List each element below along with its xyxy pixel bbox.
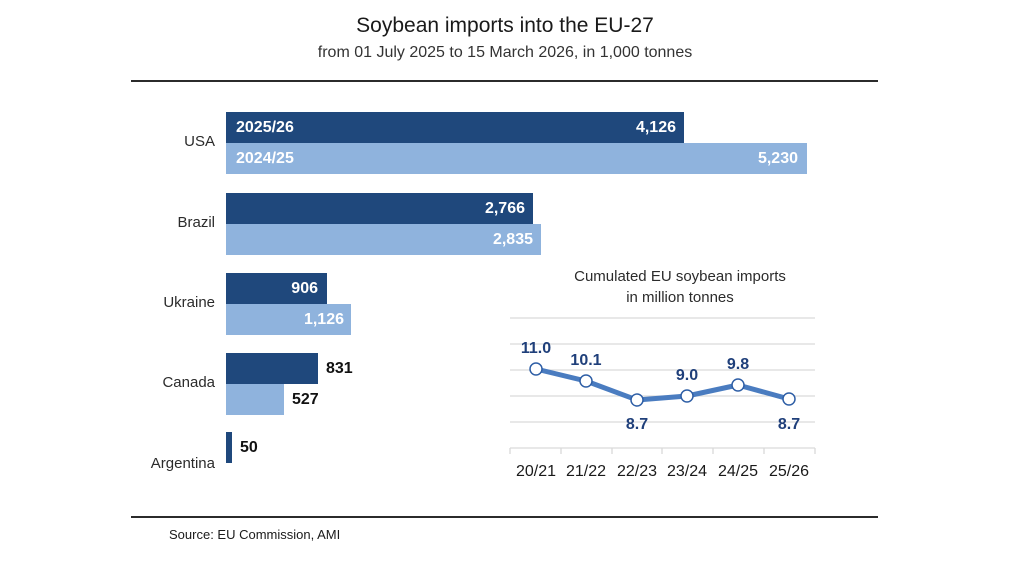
chart-title: Soybean imports into the EU-27 [356,14,654,37]
source-note: Source: EU Commission, AMI [169,527,341,542]
inset-x-label-1: 21/22 [566,463,606,480]
category-label-canada: Canada [162,374,215,391]
value-brazil-previous: 2,835 [492,231,533,248]
inset-markers [529,362,796,407]
value-canada-current: 831 [326,360,353,377]
bar-usa-2024-25 [226,143,807,174]
value-ukraine-current: 906 [291,280,318,297]
chart-subtitle: from 01 July 2025 to 15 March 2026, in 1… [317,44,693,61]
inset-chart-title: Cumulated EU soybean imports in million … [500,266,860,308]
category-label-argentina: Argentina [150,455,215,472]
inset-label-1: 10.1 [570,352,601,369]
category-label-ukraine: Ukraine [163,294,215,311]
bottom-divider [131,516,878,518]
inset-x-label-5: 25/26 [769,463,809,480]
inset-x-label-2: 22/23 [617,463,657,480]
inset-label-0: 11.0 [521,340,551,357]
bar-ukraine-2024-25 [226,304,351,335]
inset-label-5: 8.7 [778,416,800,433]
bar-ukraine-2025-26 [226,273,327,304]
value-usa-previous: 5,230 [757,150,798,167]
inset-series-line [533,366,792,403]
value-argentina-current: 50 [240,439,258,456]
bar-canada-2025-26 [226,353,318,384]
bar-usa-2025-26 [226,112,684,143]
inset-gridlines [510,317,815,449]
value-usa-current: 4,126 [635,119,676,136]
bar-canada-2024-25 [226,384,284,415]
value-ukraine-previous: 1,126 [303,311,344,328]
inset-x-label-0: 20/21 [516,463,556,480]
inset-x-label-3: 23/24 [667,463,707,480]
inset-x-ticks [509,448,816,454]
inset-label-3: 9.0 [676,367,698,384]
inset-title-line1: Cumulated EU soybean imports [574,268,786,285]
inset-x-label-4: 24/25 [718,463,758,480]
bar-brazil-2024-25 [226,224,541,255]
bar-brazil-2025-26 [226,193,533,224]
legend-label-previous: 2024/25 [236,150,294,167]
bar-argentina-2025-26 [226,432,232,463]
value-canada-previous: 527 [292,391,319,408]
inset-title-line2: in million tonnes [626,289,734,306]
category-label-usa: USA [184,133,215,150]
inset-label-2: 8.7 [626,416,648,433]
inset-label-4: 9.8 [727,356,749,373]
top-divider [131,80,878,82]
legend-label-current: 2025/26 [236,119,294,136]
category-label-brazil: Brazil [177,214,215,231]
value-brazil-current: 2,766 [484,200,525,217]
